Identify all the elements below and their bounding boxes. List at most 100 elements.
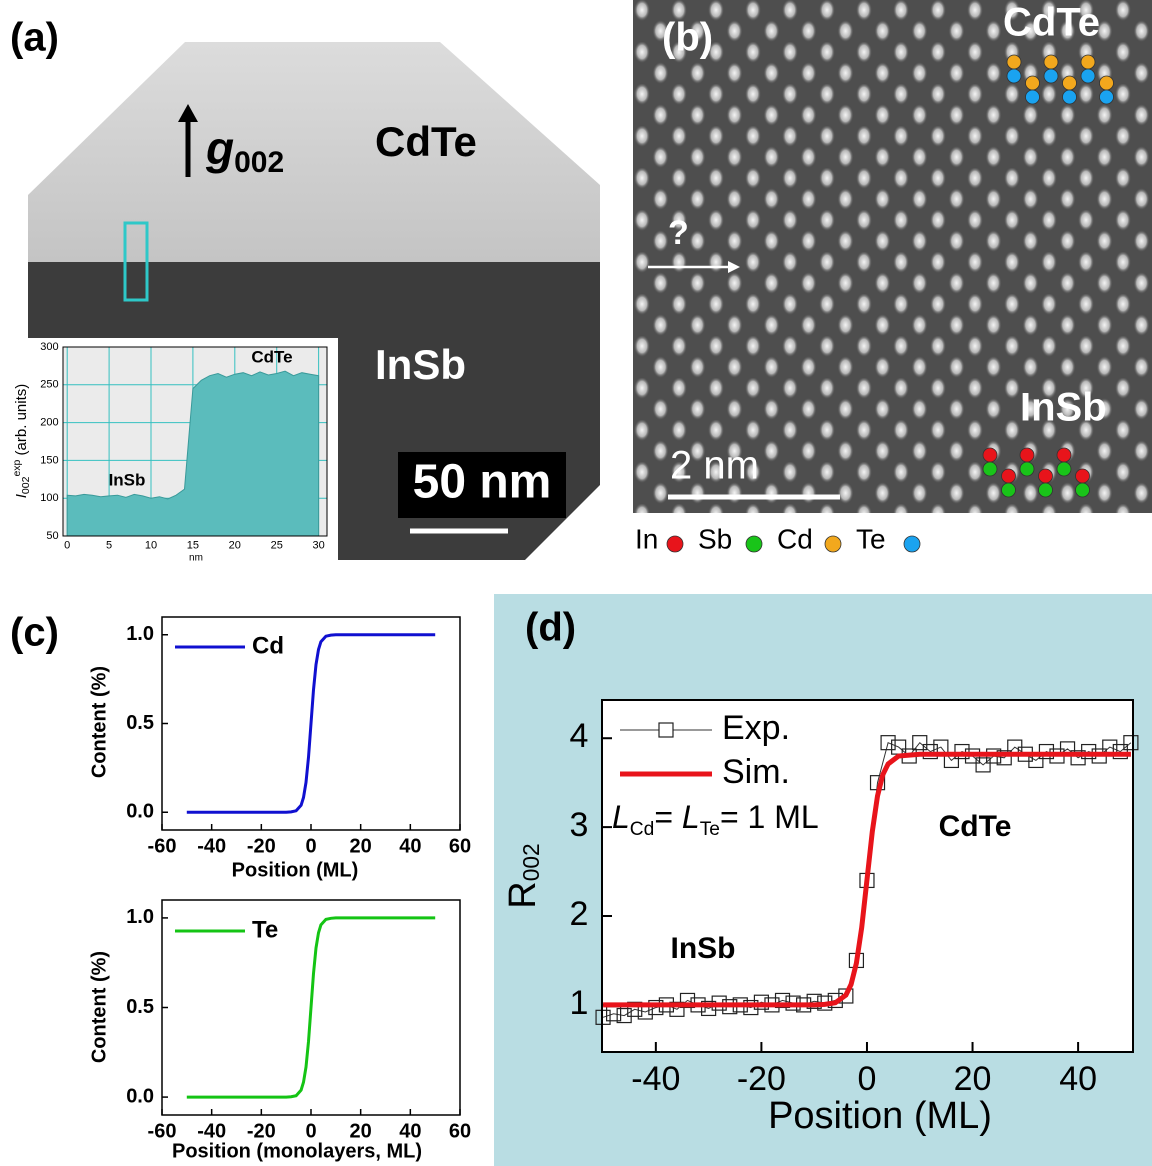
y-axis-title-part: R [502,881,544,908]
x-tick-label: 40 [399,835,421,857]
atom-swatch [746,536,762,552]
y-axis-title: Content (%) [88,951,110,1063]
y-tick-label: 0.0 [126,801,154,823]
atom [1044,69,1058,83]
annotation-part: Cd [630,819,655,840]
y-tick-label: 1.0 [126,623,154,645]
y-tick-label: 250 [40,379,58,391]
x-tick-label: 40 [1059,1060,1097,1098]
atom [1100,76,1114,90]
x-tick-label: 60 [449,835,471,857]
x-tick-label: -40 [631,1060,680,1098]
x-tick-label: 5 [106,539,112,551]
layer-label: CdTe [1003,1,1100,45]
atom [1081,55,1095,69]
annotation-part: Te [700,819,720,840]
x-tick-label: 20 [350,1120,372,1142]
y-axis-title-part: 002 [20,476,32,494]
atom [1076,469,1090,483]
x-tick-label: 0 [305,1120,316,1142]
y-tick-label: 3 [569,806,588,844]
atom [1081,69,1095,83]
micrograph-b [633,0,1152,513]
x-tick-label: 20 [350,835,372,857]
y-tick-label: 1 [569,984,588,1022]
figure: (a) CdTe InSb g002 50 nm (b) CdTe InSb ?… [0,0,1152,1166]
x-tick-label: -60 [148,1120,177,1142]
y-tick-label: 0.5 [126,996,154,1018]
annotation: InSb [671,932,736,965]
annotation: CdTe [939,810,1012,843]
x-tick-label: 60 [449,1120,471,1142]
atom-swatch [667,536,683,552]
y-axis-title-part: 002 [518,843,544,881]
y-axis-title-part: (arb. units) [13,384,30,460]
scale-label: 50 nm [413,456,552,509]
atom [1007,55,1021,69]
x-tick-label: -40 [197,835,226,857]
atom [1044,55,1058,69]
y-axis-title: Content (%) [88,666,110,778]
atom [1020,448,1034,462]
atom-name: Sb [698,523,732,554]
atom [1002,469,1016,483]
atom [1007,69,1021,83]
question-mark: ? [668,214,689,252]
x-tick-label: -40 [197,1120,226,1142]
panel-label: (c) [10,611,59,655]
atom-swatch [904,536,920,552]
line [187,918,435,1097]
legend-label: Exp. [722,709,790,747]
x-axis-title: Position (ML) [232,859,359,881]
panel-label: (b) [662,16,713,60]
atom-name: In [635,523,658,554]
x-tick-label: 0 [64,539,70,551]
atom [1076,483,1090,497]
y-tick-label: 150 [40,454,58,466]
page: (a) CdTe InSb g002 50 nm (b) CdTe InSb ?… [0,0,1152,1166]
atom [1057,448,1071,462]
legend-marker [659,723,673,737]
layer-label: InSb [1020,386,1107,430]
x-tick-label: 10 [145,539,157,551]
atom-swatch [825,536,841,552]
x-tick-label: 0 [858,1060,877,1098]
x-axis-title: Position (monolayers, ML) [172,1140,422,1162]
atom [1100,90,1114,104]
atom [1063,90,1077,104]
y-tick-label: 200 [40,417,58,429]
atom [983,448,997,462]
y-tick-label: 50 [46,530,58,542]
x-tick-label: 0 [305,835,316,857]
y-tick-label: 100 [40,492,58,504]
x-tick-label: 40 [399,1120,421,1142]
legend-label: Sim. [722,753,790,791]
atom [983,462,997,476]
panel-label: (a) [10,16,59,60]
atom [1002,483,1016,497]
y-tick-label: 0.5 [126,712,154,734]
atom [1026,76,1040,90]
annotation-part: = 1 ML [720,799,819,835]
x-tick-label: 30 [312,539,324,551]
legend-label: Te [252,916,278,943]
atom-name: Cd [777,523,813,554]
y-axis-title-part: exp [11,459,23,476]
annotation-part: L [612,799,630,835]
x-axis-title: Position (ML) [768,1095,992,1137]
y-tick-label: 2 [569,895,588,933]
x-tick-label: -20 [737,1060,786,1098]
line [187,635,435,813]
layer-label: CdTe [375,118,477,165]
annotation: CdTe [251,347,292,366]
x-tick-label: -60 [148,835,177,857]
annotation: InSb [109,470,146,489]
y-tick-label: 300 [40,341,58,353]
x-tick-label: 15 [187,539,199,551]
x-tick-label: -20 [247,835,276,857]
x-tick-label: -20 [247,1120,276,1142]
atom [1039,469,1053,483]
